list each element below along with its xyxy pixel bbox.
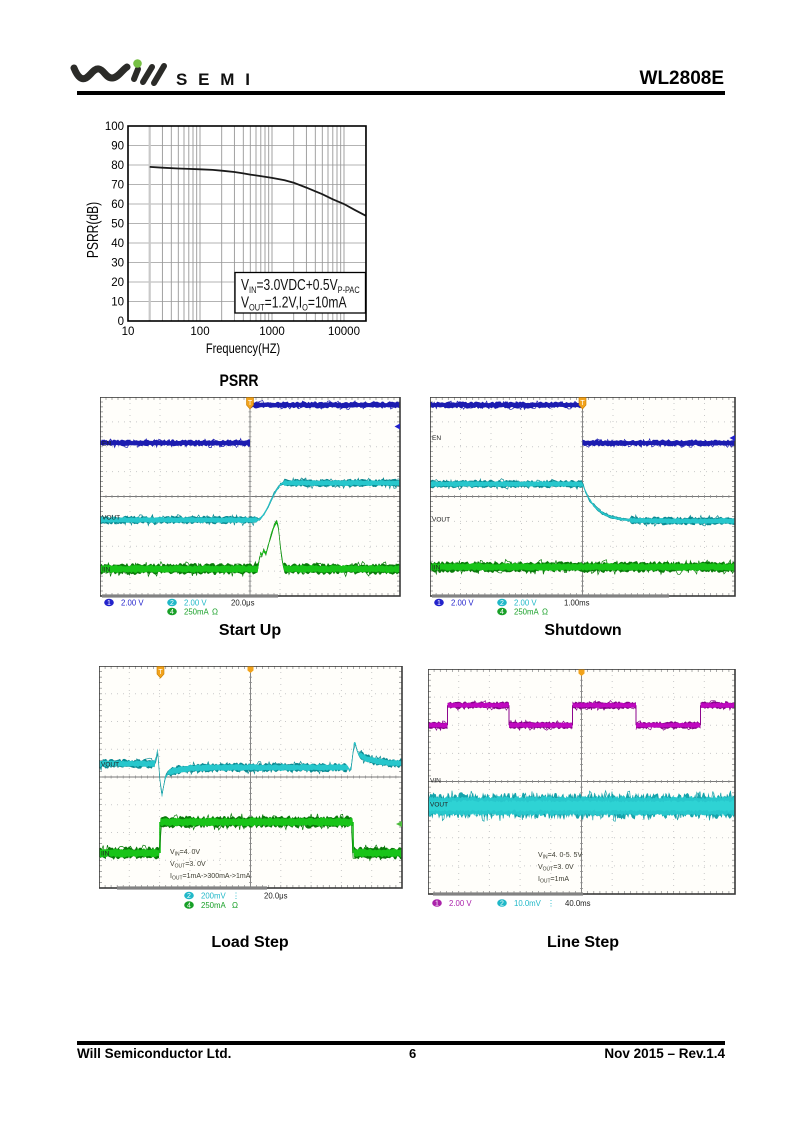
svg-text:20.0μs: 20.0μs bbox=[264, 892, 288, 901]
svg-text:20.0μs: 20.0μs bbox=[231, 599, 255, 608]
svg-text:IOUT=1mA: IOUT=1mA bbox=[538, 876, 569, 885]
svg-text:40.0ms: 40.0ms bbox=[565, 899, 591, 908]
svg-text:IOUT=1mA->300mA->1mA: IOUT=1mA->300mA->1mA bbox=[170, 873, 251, 882]
svg-text:VOUT=3. 0V: VOUT=3. 0V bbox=[538, 864, 574, 873]
svg-text:T: T bbox=[248, 400, 253, 407]
svg-text:2: 2 bbox=[170, 600, 174, 607]
svg-text:VIN=4. 0V: VIN=4. 0V bbox=[170, 849, 200, 858]
svg-text:Ω: Ω bbox=[212, 608, 218, 617]
svg-text:100: 100 bbox=[190, 326, 209, 338]
svg-text:EN: EN bbox=[102, 441, 111, 448]
svg-text:10: 10 bbox=[122, 326, 135, 338]
svg-text:SEMI: SEMI bbox=[176, 70, 258, 89]
svg-text:IIN: IIN bbox=[102, 567, 111, 574]
svg-text:1.00ms: 1.00ms bbox=[564, 599, 590, 608]
svg-text:10: 10 bbox=[111, 297, 124, 309]
svg-text:20: 20 bbox=[111, 277, 124, 289]
svg-text:⋮: ⋮ bbox=[547, 899, 555, 908]
svg-text:VIN=4. 0-5. 5V: VIN=4. 0-5. 5V bbox=[538, 852, 582, 861]
svg-text:Ω: Ω bbox=[232, 901, 238, 910]
svg-text:VIN=3.0VDC+0.5VP-PAC: VIN=3.0VDC+0.5VP-PAC bbox=[241, 276, 360, 296]
svg-text:2: 2 bbox=[500, 600, 504, 607]
svg-text:40: 40 bbox=[111, 238, 124, 250]
svg-text:4: 4 bbox=[500, 609, 504, 616]
svg-text:90: 90 bbox=[111, 141, 124, 153]
svg-text:4: 4 bbox=[187, 903, 191, 910]
svg-text:PSRR(dB): PSRR(dB) bbox=[84, 202, 102, 258]
svg-text:VOUT: VOUT bbox=[101, 762, 119, 769]
svg-text:200mV: 200mV bbox=[201, 892, 227, 901]
svg-text:250mA: 250mA bbox=[201, 901, 227, 910]
svg-text:T: T bbox=[580, 400, 585, 407]
svg-text:50: 50 bbox=[111, 219, 124, 231]
svg-text:100: 100 bbox=[105, 121, 124, 133]
svg-text:10000: 10000 bbox=[328, 326, 360, 338]
svg-text:2.00 V: 2.00 V bbox=[121, 599, 144, 608]
svg-text:4: 4 bbox=[170, 609, 174, 616]
svg-text:PSRR: PSRR bbox=[220, 372, 259, 390]
svg-text:0: 0 bbox=[118, 316, 124, 328]
svg-text:VOUT=1.2V,IO=10mA: VOUT=1.2V,IO=10mA bbox=[241, 293, 347, 313]
svg-text:T: T bbox=[158, 669, 163, 676]
svg-text:2.00 V: 2.00 V bbox=[184, 599, 207, 608]
svg-text:10.0mV: 10.0mV bbox=[514, 899, 542, 908]
svg-text:VIN: VIN bbox=[430, 778, 441, 785]
svg-text:IIN: IIN bbox=[432, 565, 441, 572]
svg-text:1: 1 bbox=[435, 901, 439, 908]
svg-text:Ω: Ω bbox=[542, 608, 548, 617]
svg-text:VOUT: VOUT bbox=[102, 515, 120, 522]
svg-text:2: 2 bbox=[500, 901, 504, 908]
svg-text:250mA: 250mA bbox=[514, 608, 540, 617]
svg-text:IIN: IIN bbox=[101, 851, 110, 858]
svg-text:EN: EN bbox=[432, 435, 441, 442]
svg-text:VOUT: VOUT bbox=[432, 517, 450, 524]
svg-text:80: 80 bbox=[111, 160, 124, 172]
svg-text:2.00 V: 2.00 V bbox=[451, 599, 474, 608]
svg-text:250mA: 250mA bbox=[184, 608, 210, 617]
svg-text:1000: 1000 bbox=[259, 326, 285, 338]
svg-text:VOUT: VOUT bbox=[430, 802, 448, 809]
svg-text:60: 60 bbox=[111, 199, 124, 211]
svg-text:1: 1 bbox=[437, 600, 441, 607]
svg-text:⋮: ⋮ bbox=[232, 892, 240, 901]
svg-text:70: 70 bbox=[111, 180, 124, 192]
svg-text:VOUT=3. 0V: VOUT=3. 0V bbox=[170, 861, 206, 870]
svg-text:1: 1 bbox=[107, 600, 111, 607]
svg-text:2: 2 bbox=[187, 893, 191, 900]
svg-text:30: 30 bbox=[111, 258, 124, 270]
svg-text:2.00 V: 2.00 V bbox=[449, 899, 472, 908]
svg-text:Frequency(HZ): Frequency(HZ) bbox=[206, 341, 280, 357]
svg-text:2.00 V: 2.00 V bbox=[514, 599, 537, 608]
